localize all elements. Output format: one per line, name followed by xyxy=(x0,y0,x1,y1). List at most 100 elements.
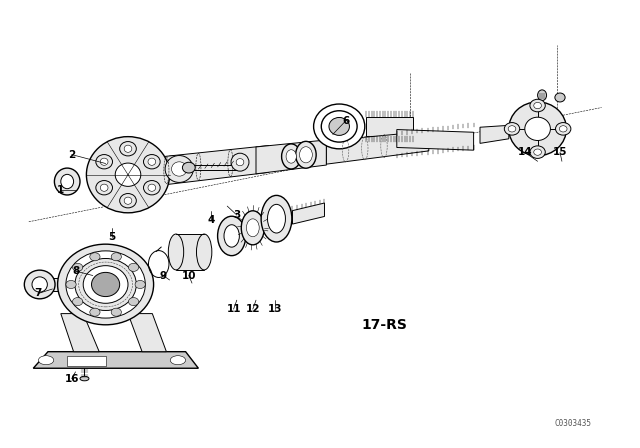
Ellipse shape xyxy=(58,244,154,325)
Polygon shape xyxy=(52,278,60,291)
Ellipse shape xyxy=(111,308,122,316)
Ellipse shape xyxy=(296,142,316,168)
Ellipse shape xyxy=(282,144,301,169)
Ellipse shape xyxy=(129,263,139,271)
Polygon shape xyxy=(256,140,326,174)
Ellipse shape xyxy=(246,219,259,237)
Polygon shape xyxy=(366,116,413,136)
Ellipse shape xyxy=(96,155,113,169)
Ellipse shape xyxy=(66,280,76,289)
Ellipse shape xyxy=(124,197,132,204)
Ellipse shape xyxy=(530,99,545,112)
Text: 11: 11 xyxy=(227,304,241,314)
Ellipse shape xyxy=(261,195,292,242)
Ellipse shape xyxy=(241,211,264,245)
Ellipse shape xyxy=(54,168,80,195)
Polygon shape xyxy=(141,146,269,188)
Bar xyxy=(67,356,106,366)
Ellipse shape xyxy=(143,181,160,195)
Ellipse shape xyxy=(86,137,170,213)
Text: 7: 7 xyxy=(35,289,42,298)
Text: 16: 16 xyxy=(65,374,79,383)
Ellipse shape xyxy=(286,150,296,163)
Ellipse shape xyxy=(111,253,122,261)
Ellipse shape xyxy=(504,123,520,135)
Text: 9: 9 xyxy=(159,271,167,280)
Ellipse shape xyxy=(236,159,244,166)
Ellipse shape xyxy=(525,117,550,141)
Text: 10: 10 xyxy=(182,271,196,280)
Ellipse shape xyxy=(66,251,145,318)
Ellipse shape xyxy=(555,93,565,102)
Polygon shape xyxy=(176,234,204,270)
Polygon shape xyxy=(61,314,99,352)
Ellipse shape xyxy=(148,158,156,165)
Ellipse shape xyxy=(508,126,516,132)
Ellipse shape xyxy=(559,126,567,132)
Ellipse shape xyxy=(321,111,357,142)
Ellipse shape xyxy=(120,142,136,156)
Ellipse shape xyxy=(90,253,100,261)
Ellipse shape xyxy=(24,270,55,299)
Ellipse shape xyxy=(38,356,54,365)
Ellipse shape xyxy=(268,204,285,233)
Ellipse shape xyxy=(182,162,195,173)
Polygon shape xyxy=(326,131,429,164)
Ellipse shape xyxy=(509,102,566,156)
Ellipse shape xyxy=(556,123,571,135)
Ellipse shape xyxy=(120,194,136,208)
Ellipse shape xyxy=(135,280,145,289)
Ellipse shape xyxy=(75,258,136,310)
Text: 4: 4 xyxy=(207,215,215,224)
Polygon shape xyxy=(33,352,198,368)
Ellipse shape xyxy=(129,297,139,306)
Ellipse shape xyxy=(61,174,74,189)
Ellipse shape xyxy=(100,184,108,191)
Text: 1: 1 xyxy=(57,185,65,195)
Text: 6: 6 xyxy=(342,116,349,126)
Ellipse shape xyxy=(124,145,132,152)
Polygon shape xyxy=(397,129,474,150)
Ellipse shape xyxy=(115,163,141,186)
Ellipse shape xyxy=(300,147,312,163)
Ellipse shape xyxy=(530,146,545,159)
Text: 17-RS: 17-RS xyxy=(361,318,407,332)
Ellipse shape xyxy=(165,155,193,182)
Text: 2: 2 xyxy=(68,150,76,159)
Text: 12: 12 xyxy=(246,304,260,314)
Ellipse shape xyxy=(160,155,188,182)
Ellipse shape xyxy=(32,277,47,292)
Ellipse shape xyxy=(168,234,184,270)
Polygon shape xyxy=(480,125,509,143)
Text: C0303435: C0303435 xyxy=(554,419,591,428)
Ellipse shape xyxy=(231,153,249,171)
Ellipse shape xyxy=(534,103,541,109)
Ellipse shape xyxy=(148,184,156,191)
Ellipse shape xyxy=(83,266,128,303)
Polygon shape xyxy=(128,314,166,352)
Ellipse shape xyxy=(224,225,239,247)
Ellipse shape xyxy=(80,376,89,381)
Text: 14: 14 xyxy=(518,147,532,157)
Text: 8: 8 xyxy=(72,266,79,276)
Ellipse shape xyxy=(218,216,246,256)
Ellipse shape xyxy=(72,263,83,271)
Text: 13: 13 xyxy=(268,304,282,314)
Ellipse shape xyxy=(100,158,108,165)
Ellipse shape xyxy=(96,181,113,195)
Ellipse shape xyxy=(72,297,83,306)
Ellipse shape xyxy=(314,104,365,149)
Text: 15: 15 xyxy=(553,147,567,157)
Ellipse shape xyxy=(143,155,160,169)
Ellipse shape xyxy=(172,162,187,176)
Ellipse shape xyxy=(329,117,349,135)
Text: 5: 5 xyxy=(108,233,116,242)
Ellipse shape xyxy=(92,272,120,297)
Ellipse shape xyxy=(534,149,541,155)
Ellipse shape xyxy=(538,90,547,101)
Text: 3: 3 xyxy=(233,210,241,220)
Ellipse shape xyxy=(196,234,212,270)
Ellipse shape xyxy=(90,308,100,316)
Ellipse shape xyxy=(170,356,186,365)
Polygon shape xyxy=(292,203,324,224)
